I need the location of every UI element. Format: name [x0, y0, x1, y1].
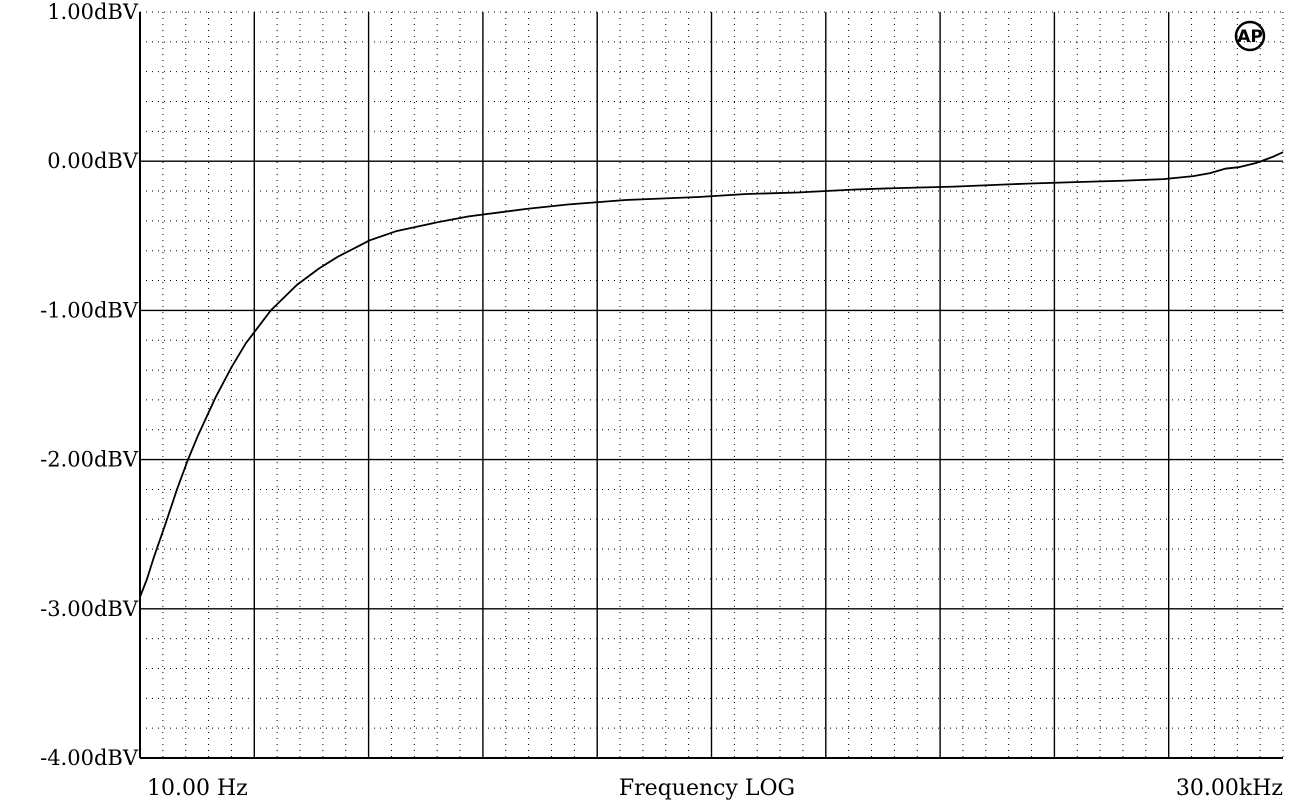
y-tick-label: -3.00dBV	[40, 597, 139, 621]
x-axis-labels: 10.00 Hz Frequency LOG 30.00kHz	[147, 776, 1283, 801]
y-tick-label: -1.00dBV	[40, 298, 139, 322]
x-axis-title: Frequency LOG	[619, 776, 795, 801]
ap-logo-text: AP	[1237, 27, 1263, 47]
y-tick-label: -2.00dBV	[40, 448, 139, 472]
x-right-label: 30.00kHz	[1176, 776, 1283, 801]
grid	[140, 12, 1283, 758]
series-line-0	[139, 151, 1284, 598]
series-layer	[139, 151, 1284, 598]
y-tick-labels: 1.00dBV 0.00dBV -1.00dBV -2.00dBV -3.00dBV -4…	[40, 0, 139, 770]
y-tick-label: 0.00dBV	[47, 149, 139, 173]
ap-logo-icon: AP	[1234, 20, 1266, 52]
y-tick-label: -4.00dBV	[40, 746, 139, 770]
x-left-label: 10.00 Hz	[147, 776, 248, 801]
axes	[139, 11, 1284, 759]
y-tick-label: 1.00dBV	[47, 0, 139, 24]
